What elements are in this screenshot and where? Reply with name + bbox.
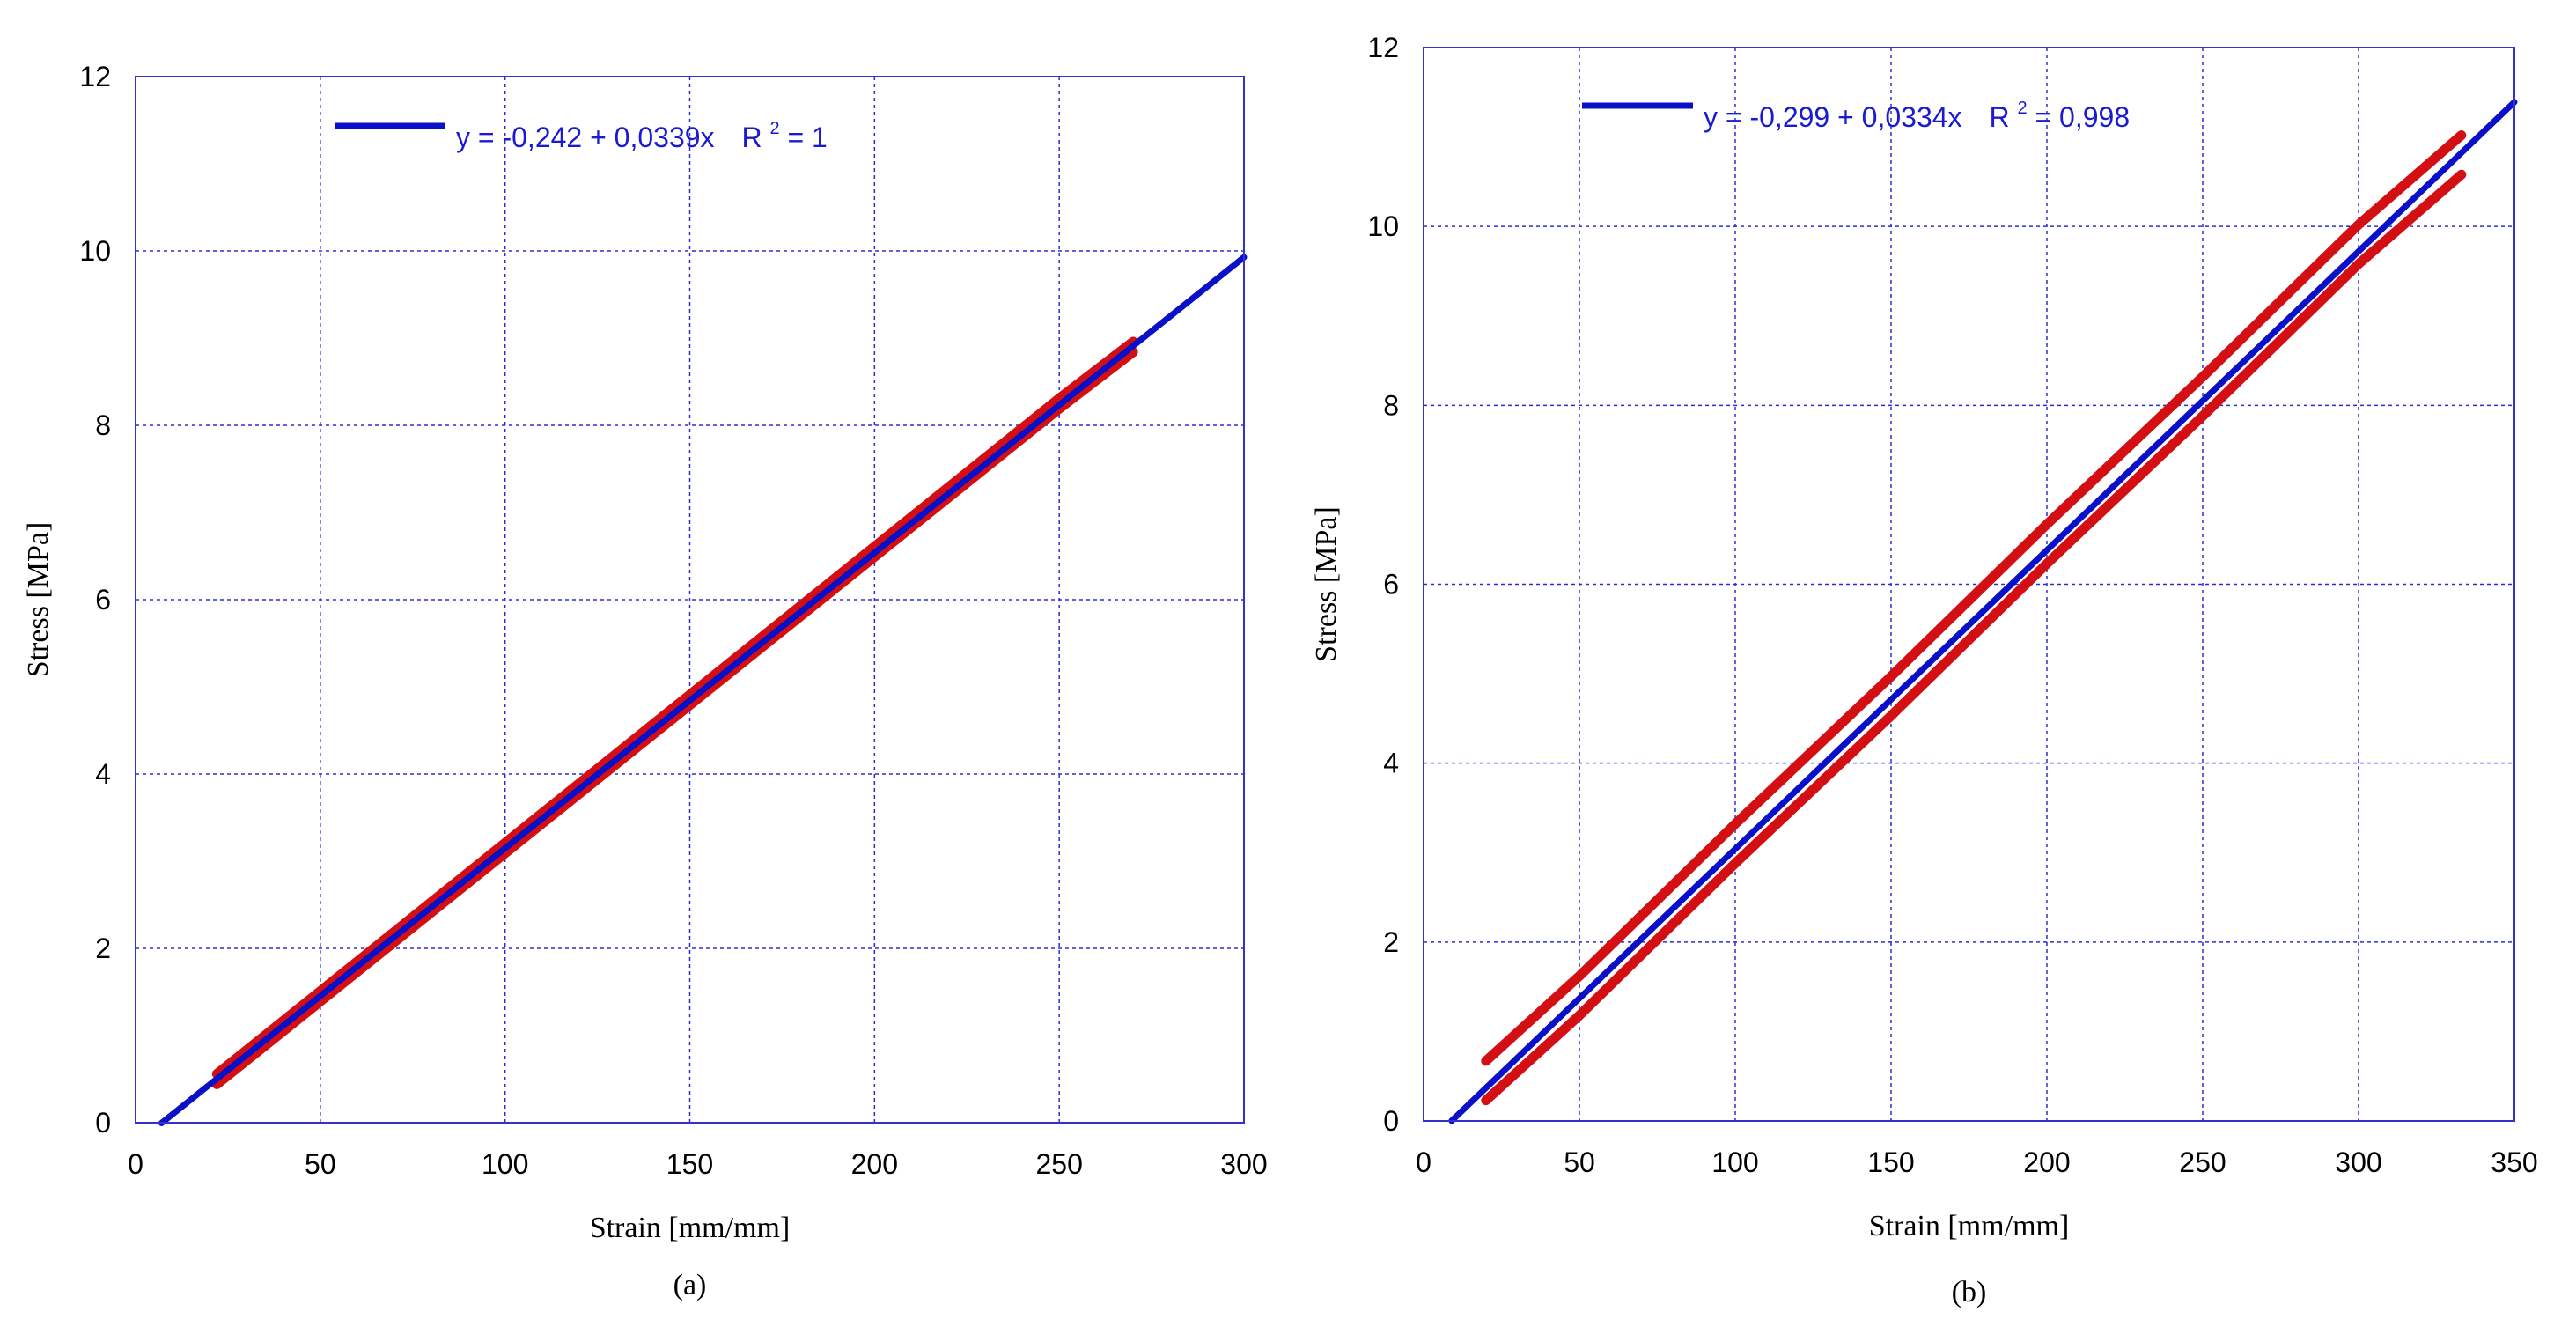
- panel-b-plot-frame: [1423, 47, 2515, 1122]
- panel-a-x-tick-50: 50: [305, 1148, 336, 1180]
- panel-a-y-axis-title: Stress [MPa]: [22, 522, 55, 678]
- panel-b-grid: [1424, 48, 2514, 1121]
- panel-a-y-tick-12: 12: [79, 61, 111, 92]
- panel-a-y-tick-6: 6: [95, 584, 111, 616]
- panel-b-x-tick-200: 200: [2023, 1146, 2070, 1178]
- panel-b: 0 2 4 6 8 10 12 0 50 100 150 200 250 300 350 y = -0,2…: [1310, 32, 2538, 1309]
- panel-b-y-tick-10: 10: [1367, 210, 1399, 242]
- panel-a-legend-r-label: R: [741, 122, 762, 153]
- panel-a-x-tick-200: 200: [851, 1148, 898, 1180]
- panel-a-x-tick-250: 250: [1035, 1148, 1082, 1180]
- panel-b-legend-r-label: R: [1989, 101, 2009, 133]
- panel-a-x-tick-0: 0: [128, 1148, 144, 1180]
- panel-a-legend-r-value: = 1: [787, 122, 827, 153]
- panel-b-x-tick-100: 100: [1711, 1146, 1758, 1178]
- panel-a-loop-lower-branch: [211, 347, 1138, 1089]
- panel-a-plot-frame: [135, 76, 1245, 1124]
- panel-b-x-tick-0: 0: [1416, 1146, 1432, 1178]
- panel-a-x-axis-title: Strain [mm/mm]: [590, 1212, 791, 1244]
- panel-a-legend: y = -0,242 + 0,0339x R 2 = 1: [456, 108, 828, 153]
- panel-a-x-tick-300: 300: [1220, 1148, 1267, 1180]
- panel-a-loop-upper-branch: [211, 336, 1138, 1080]
- panel-b-y-tick-6: 6: [1383, 569, 1399, 601]
- panel-b-fit-line: [1448, 99, 2518, 1124]
- panel-a-y-tick-4: 4: [95, 758, 111, 790]
- panel-a-legend-r-exponent: 2: [769, 119, 779, 138]
- panel-b-y-tick-0: 0: [1383, 1105, 1399, 1137]
- panel-a-x-tick-100: 100: [482, 1148, 528, 1180]
- panel-a-fit-line: [158, 254, 1248, 1126]
- panel-b-caption: (b): [1952, 1276, 1987, 1309]
- panel-b-y-tick-8: 8: [1383, 389, 1399, 421]
- panel-b-y-axis-title: Stress [MPa]: [1310, 506, 1343, 662]
- panel-b-legend-equation: y = -0,299 + 0,0334x: [1704, 101, 1962, 133]
- panel-a-grid: [136, 77, 1244, 1123]
- panel-a-y-tick-0: 0: [95, 1107, 111, 1139]
- panel-b-x-tick-300: 300: [2335, 1146, 2381, 1178]
- panel-b-legend-r-exponent: 2: [2017, 99, 2027, 118]
- panel-b-x-axis-title: Strain [mm/mm]: [1869, 1210, 2070, 1242]
- panel-b-legend: y = -0,299 + 0,0334x R 2 = 0,998: [1704, 88, 2130, 133]
- panel-a-caption: (a): [673, 1269, 707, 1301]
- panel-b-x-tick-150: 150: [1867, 1146, 1914, 1178]
- panel-a-y-tick-8: 8: [95, 409, 111, 441]
- panel-b-legend-r-value: = 0,998: [2035, 101, 2130, 133]
- panel-b-x-tick-labels: 0 50 100 150 200 250 300 350: [1416, 1146, 2538, 1178]
- panel-a-y-tick-labels: 0 2 4 6 8 10 12: [79, 61, 111, 1139]
- panel-b-x-tick-250: 250: [2179, 1146, 2226, 1178]
- panel-b-series: [1448, 99, 2518, 1124]
- panel-b-loop-lower-branch: [1481, 169, 2467, 1106]
- panel-a-series: [158, 254, 1248, 1126]
- panel-b-x-tick-50: 50: [1564, 1146, 1595, 1178]
- panel-b-y-tick-2: 2: [1383, 926, 1399, 958]
- panel-a: 0 2 4 6 8 10 12 0 50 100 150 200 250 300 y = -0,242 …: [22, 61, 1268, 1301]
- panel-a-x-tick-labels: 0 50 100 150 200 250 300: [128, 1148, 1268, 1180]
- panel-b-y-tick-4: 4: [1383, 748, 1399, 779]
- panel-b-y-tick-12: 12: [1367, 32, 1399, 63]
- panel-b-x-tick-350: 350: [2491, 1146, 2537, 1178]
- panel-b-loop-upper-branch: [1481, 130, 2467, 1066]
- panel-a-y-tick-2: 2: [95, 933, 111, 964]
- panel-b-y-tick-labels: 0 2 4 6 8 10 12: [1367, 32, 1399, 1137]
- panel-a-x-tick-150: 150: [666, 1148, 713, 1180]
- panel-a-y-tick-10: 10: [79, 235, 111, 267]
- panel-a-legend-equation: y = -0,242 + 0,0339x: [456, 122, 715, 153]
